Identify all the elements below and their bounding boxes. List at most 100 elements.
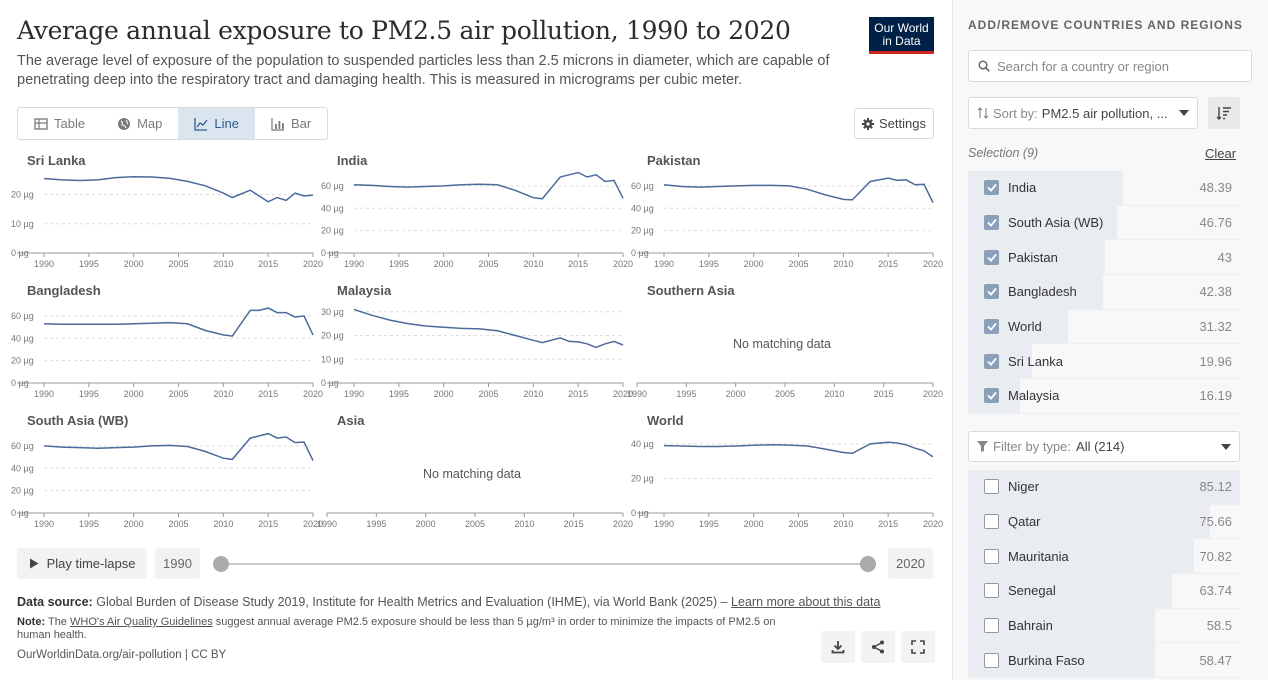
entity-checkbox[interactable]	[984, 548, 999, 564]
entity-row[interactable]: Niger 85.12	[968, 470, 1240, 505]
share-button[interactable]	[861, 631, 895, 663]
learn-more-link[interactable]: Learn more about this data	[731, 595, 881, 609]
search-input[interactable]	[997, 58, 1237, 74]
download-button[interactable]	[821, 631, 855, 663]
entity-checkbox[interactable]	[984, 319, 999, 335]
source-label: Data source:	[17, 595, 93, 609]
panel-chart-southern-asia: 1990 1995 2000 2005 2010 2015 2020 No matching …	[627, 337, 943, 399]
panel-southern-asia: Southern Asia 1990 1995 2000 2005 2010 2015 202…	[627, 283, 943, 403]
who-guidelines-link[interactable]: WHO's Air Quality Guidelines	[70, 616, 213, 628]
entity-checkbox[interactable]	[984, 618, 999, 634]
entity-row[interactable]: Bahrain 58.5	[968, 608, 1240, 644]
entity-checkbox[interactable]	[984, 479, 999, 495]
y-tick-label: 60 µg	[11, 311, 34, 321]
y-tick-label: 0 µg	[11, 248, 29, 258]
timeline-track[interactable]	[220, 563, 868, 565]
sort-arrows-icon	[977, 107, 989, 119]
entity-checkbox[interactable]	[984, 583, 999, 599]
entity-row[interactable]: Mauritania 70.82	[968, 539, 1240, 575]
owid-logo[interactable]: Our World in Data	[869, 17, 934, 54]
panel-asia: Asia 1990 1995 2000 2005 2010 2015 2020 No match…	[317, 413, 633, 533]
entity-row[interactable]: World 31.32	[968, 309, 1240, 345]
panel-title: Asia	[337, 413, 365, 428]
entity-value: 70.82	[1199, 548, 1232, 564]
entity-row[interactable]: Senegal 63.74	[968, 574, 1240, 609]
entity-checkbox[interactable]	[984, 180, 999, 196]
entity-row[interactable]: Sri Lanka 19.96	[968, 344, 1240, 380]
data-source: Data source: Global Burden of Disease St…	[17, 595, 880, 609]
y-tick-label: 20 µg	[321, 226, 344, 236]
x-tick-label: 2020	[613, 519, 633, 529]
x-tick-label: 2005	[478, 389, 498, 399]
check-icon	[986, 323, 997, 331]
panel-title: Bangladesh	[27, 283, 101, 298]
entity-checkbox[interactable]	[984, 249, 999, 265]
entity-row[interactable]: India 48.39	[968, 171, 1240, 206]
entity-list: Niger 85.12 Qatar 75.66 Mauritania 70.82 Seneg…	[968, 470, 1240, 679]
entity-checkbox[interactable]	[984, 652, 999, 668]
x-tick-label: 2010	[523, 259, 543, 269]
end-year-handle[interactable]	[860, 556, 876, 572]
entity-checkbox[interactable]	[984, 284, 999, 300]
entity-name: Bahrain	[1008, 618, 1053, 634]
entity-row[interactable]: Pakistan 43	[968, 240, 1240, 276]
value-bar	[968, 574, 1172, 608]
entity-row[interactable]: Qatar 75.66	[968, 504, 1240, 540]
filter-dropdown[interactable]: Filter by type: All (214)	[968, 431, 1240, 462]
tab-table[interactable]: Table	[18, 108, 101, 139]
entity-row[interactable]: South Asia (WB) 46.76	[968, 205, 1240, 241]
x-tick-label: 2000	[124, 259, 144, 269]
x-tick-label: 2010	[824, 389, 844, 399]
x-tick-label: 1990	[34, 259, 54, 269]
entity-selector-sidebar: ADD/REMOVE COUNTRIES AND REGIONS Sort by…	[952, 0, 1268, 680]
search-box[interactable]	[968, 50, 1252, 82]
check-icon	[986, 253, 997, 262]
play-timelapse-button[interactable]: Play time-lapse	[17, 548, 147, 579]
x-tick-label: 2010	[833, 259, 853, 269]
share-icon	[872, 640, 884, 654]
end-year-box[interactable]: 2020	[888, 548, 933, 579]
y-tick-label: 10 µg	[11, 219, 34, 229]
x-tick-label: 2000	[124, 519, 144, 529]
x-tick-label: 1995	[79, 519, 99, 529]
x-tick-label: 2015	[878, 519, 898, 529]
sort-order-button[interactable]	[1208, 97, 1240, 129]
fullscreen-button[interactable]	[901, 631, 935, 663]
entity-row[interactable]: Malaysia 16.19	[968, 379, 1240, 414]
panel-pakistan: Pakistan 1990 1995 2000 2005 2010 2015 2020 0 µg…	[631, 153, 943, 273]
entity-checkbox[interactable]	[984, 353, 999, 369]
tab-line[interactable]: Line	[178, 108, 255, 139]
panel-title: Sri Lanka	[27, 153, 86, 168]
tab-line-label: Line	[214, 116, 239, 131]
tab-map[interactable]: Map	[101, 108, 178, 139]
series-line-world	[663, 441, 934, 458]
entity-checkbox[interactable]	[984, 514, 999, 530]
tab-table-label: Table	[54, 116, 86, 131]
bar-chart-icon	[271, 117, 284, 131]
sort-dropdown[interactable]: Sort by: PM2.5 air pollution, ...	[968, 97, 1198, 129]
x-tick-label: 2010	[213, 259, 233, 269]
entity-checkbox[interactable]	[984, 215, 999, 231]
entity-checkbox[interactable]	[984, 388, 999, 404]
tab-bar[interactable]: Bar	[255, 108, 327, 139]
x-tick-label: 1990	[34, 389, 54, 399]
y-tick-label: 40 µg	[631, 203, 654, 213]
y-tick-label: 40 µg	[631, 439, 654, 449]
sort-label: Sort by:	[993, 105, 1038, 121]
logo-line-1: Our World	[874, 21, 929, 35]
entity-row[interactable]: Burkina Faso 58.47	[968, 643, 1240, 679]
selected-list: India 48.39 South Asia (WB) 46.76 Pakistan 43…	[968, 171, 1240, 414]
y-tick-label: 20 µg	[321, 331, 344, 341]
panel-chart-india: 1990 1995 2000 2005 2010 2015 2020 0 µg 20 µg 40 …	[321, 171, 633, 269]
line-chart-icon	[194, 117, 208, 131]
start-year-box[interactable]: 1990	[155, 548, 200, 579]
filter-value: All (214)	[1076, 439, 1125, 454]
start-year-handle[interactable]	[213, 556, 229, 572]
panel-bangladesh: Bangladesh 1990 1995 2000 2005 2010 2015 2020 0 …	[11, 283, 323, 403]
entity-row[interactable]: Bangladesh 42.38	[968, 275, 1240, 310]
value-bar	[968, 470, 1240, 504]
search-icon	[978, 60, 990, 72]
y-tick-label: 60 µg	[321, 181, 344, 191]
settings-button[interactable]: Settings	[854, 108, 934, 139]
clear-selection-button[interactable]: Clear	[1205, 146, 1237, 161]
